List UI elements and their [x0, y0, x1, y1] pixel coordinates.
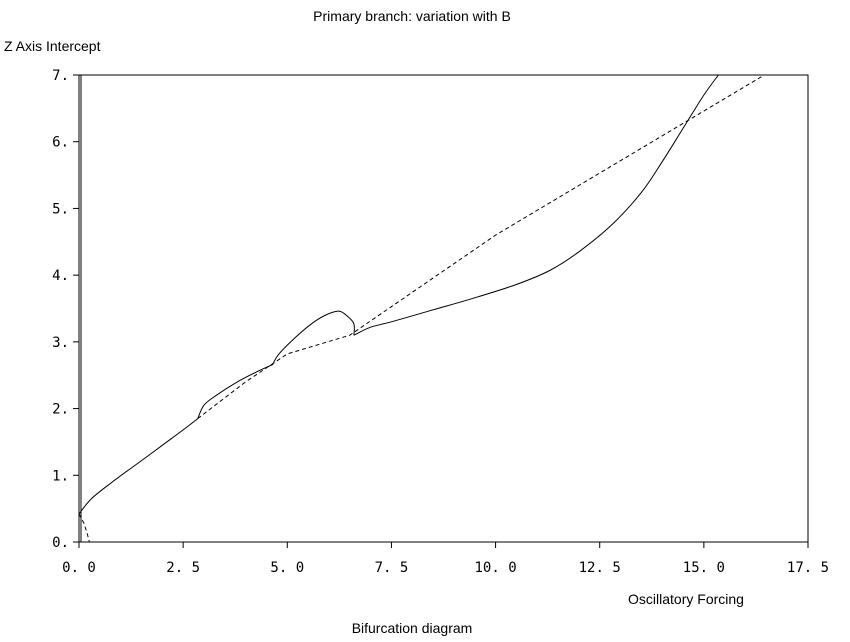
x-tick-label: 7. 5	[375, 560, 409, 576]
stable-branch-line	[354, 75, 719, 335]
y-axis-ticks: 0. 1. 2. 3. 4. 5. 6. 7.	[52, 68, 79, 551]
plot-frame	[79, 75, 808, 542]
bifurcation-curves	[79, 75, 764, 542]
y-tick-label: 0.	[52, 535, 69, 551]
y-tick-label: 1.	[52, 468, 69, 484]
x-tick-label: 17. 5	[787, 560, 829, 576]
y-tick-label: 5.	[52, 201, 69, 217]
y-tick-label: 2.	[52, 402, 69, 418]
x-axis-ticks: 0. 0 2. 5 5. 0 7. 5 10. 0 12. 5 15. 0 17. 5	[62, 542, 829, 576]
stable-branch-line	[198, 365, 273, 419]
chart-title: Primary branch: variation with B	[313, 8, 511, 24]
unstable-branch-line	[198, 75, 765, 419]
x-tick-label: 12. 5	[579, 560, 621, 576]
y-tick-label: 4.	[52, 268, 69, 284]
x-tick-label: 2. 5	[166, 560, 200, 576]
x-tick-label: 15. 0	[683, 560, 725, 576]
y-tick-label: 3.	[52, 335, 69, 351]
x-axis-label: Oscillatory Forcing	[628, 591, 744, 607]
chart-caption: Bifurcation diagram	[352, 620, 473, 636]
y-tick-label: 7.	[52, 68, 69, 84]
stable-branch-line	[273, 311, 355, 364]
stable-branch-line	[79, 419, 198, 514]
x-tick-label: 0. 0	[62, 560, 96, 576]
y-tick-label: 6.	[52, 135, 69, 151]
x-tick-label: 5. 0	[270, 560, 304, 576]
x-tick-label: 10. 0	[474, 560, 516, 576]
y-axis-label: Z Axis Intercept	[4, 38, 101, 54]
